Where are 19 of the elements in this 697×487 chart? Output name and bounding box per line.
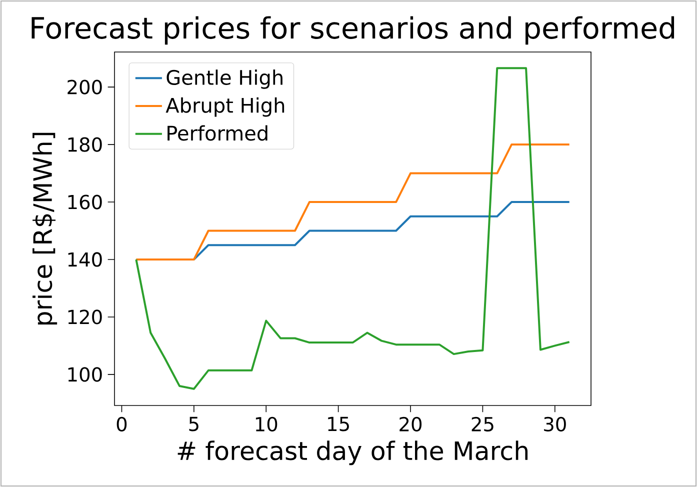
- y-tick-label: 120: [68, 310, 102, 324]
- x-tick-label: 25: [472, 416, 494, 432]
- y-tick-label: 160: [68, 194, 102, 210]
- legend-label: Performed: [168, 125, 268, 141]
- x-tick-label: 30: [544, 416, 566, 432]
- x-axis-title: # forecast day of the March: [178, 440, 528, 466]
- x-tick-label: 10: [256, 416, 278, 432]
- x-tick-label: 0: [116, 416, 127, 432]
- y-axis-title: price [R$/MWh]: [32, 132, 58, 324]
- x-tick-label: 20: [400, 416, 422, 432]
- legend-label: Abrupt High: [166, 97, 284, 117]
- chart-title: Forecast prices for scenarios and performed: [32, 16, 674, 45]
- x-tick-label: 15: [328, 416, 349, 432]
- y-tick-label: 140: [68, 252, 102, 267]
- y-tick-label: 180: [68, 137, 102, 152]
- x-tick-label: 5: [189, 416, 198, 432]
- y-tick-label: 100: [68, 367, 102, 382]
- y-tick-label: 200: [68, 80, 102, 94]
- legend-label: Gentle High: [166, 70, 282, 89]
